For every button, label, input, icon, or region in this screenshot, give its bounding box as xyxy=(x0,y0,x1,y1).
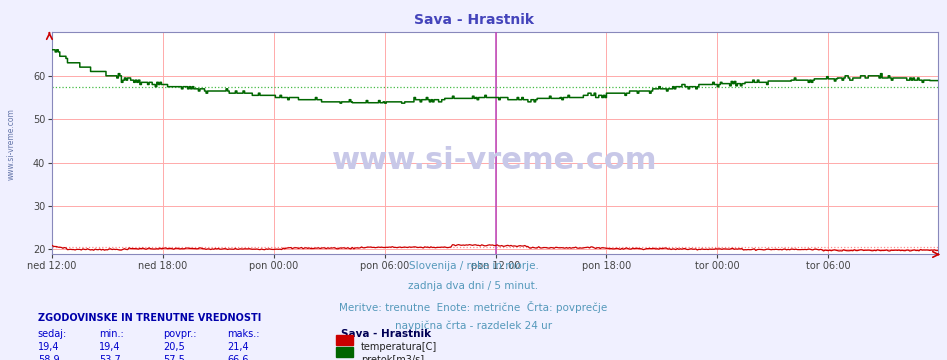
Text: 66,6: 66,6 xyxy=(227,355,249,360)
Text: Meritve: trenutne  Enote: metrične  Črta: povprečje: Meritve: trenutne Enote: metrične Črta: … xyxy=(339,301,608,312)
Text: maks.:: maks.: xyxy=(227,329,259,339)
Text: www.si-vreme.com: www.si-vreme.com xyxy=(7,108,16,180)
Text: 19,4: 19,4 xyxy=(99,342,121,352)
Text: temperatura[C]: temperatura[C] xyxy=(361,342,438,352)
Text: pretok[m3/s]: pretok[m3/s] xyxy=(361,355,424,360)
Text: www.si-vreme.com: www.si-vreme.com xyxy=(332,146,657,175)
Text: sedaj:: sedaj: xyxy=(38,329,67,339)
Text: min.:: min.: xyxy=(99,329,124,339)
Text: 19,4: 19,4 xyxy=(38,342,60,352)
Text: zadnja dva dni / 5 minut.: zadnja dva dni / 5 minut. xyxy=(408,281,539,291)
Text: 20,5: 20,5 xyxy=(163,342,185,352)
Text: povpr.:: povpr.: xyxy=(163,329,196,339)
Text: ZGODOVINSKE IN TRENUTNE VREDNOSTI: ZGODOVINSKE IN TRENUTNE VREDNOSTI xyxy=(38,313,261,323)
Text: navpična črta - razdelek 24 ur: navpična črta - razdelek 24 ur xyxy=(395,320,552,331)
Text: Slovenija / reke in morje.: Slovenija / reke in morje. xyxy=(408,261,539,271)
Text: 21,4: 21,4 xyxy=(227,342,249,352)
Text: Sava - Hrastnik: Sava - Hrastnik xyxy=(414,13,533,27)
Text: Sava - Hrastnik: Sava - Hrastnik xyxy=(341,329,431,339)
Text: 58,9: 58,9 xyxy=(38,355,60,360)
Text: 57,5: 57,5 xyxy=(163,355,185,360)
Text: 53,7: 53,7 xyxy=(99,355,121,360)
